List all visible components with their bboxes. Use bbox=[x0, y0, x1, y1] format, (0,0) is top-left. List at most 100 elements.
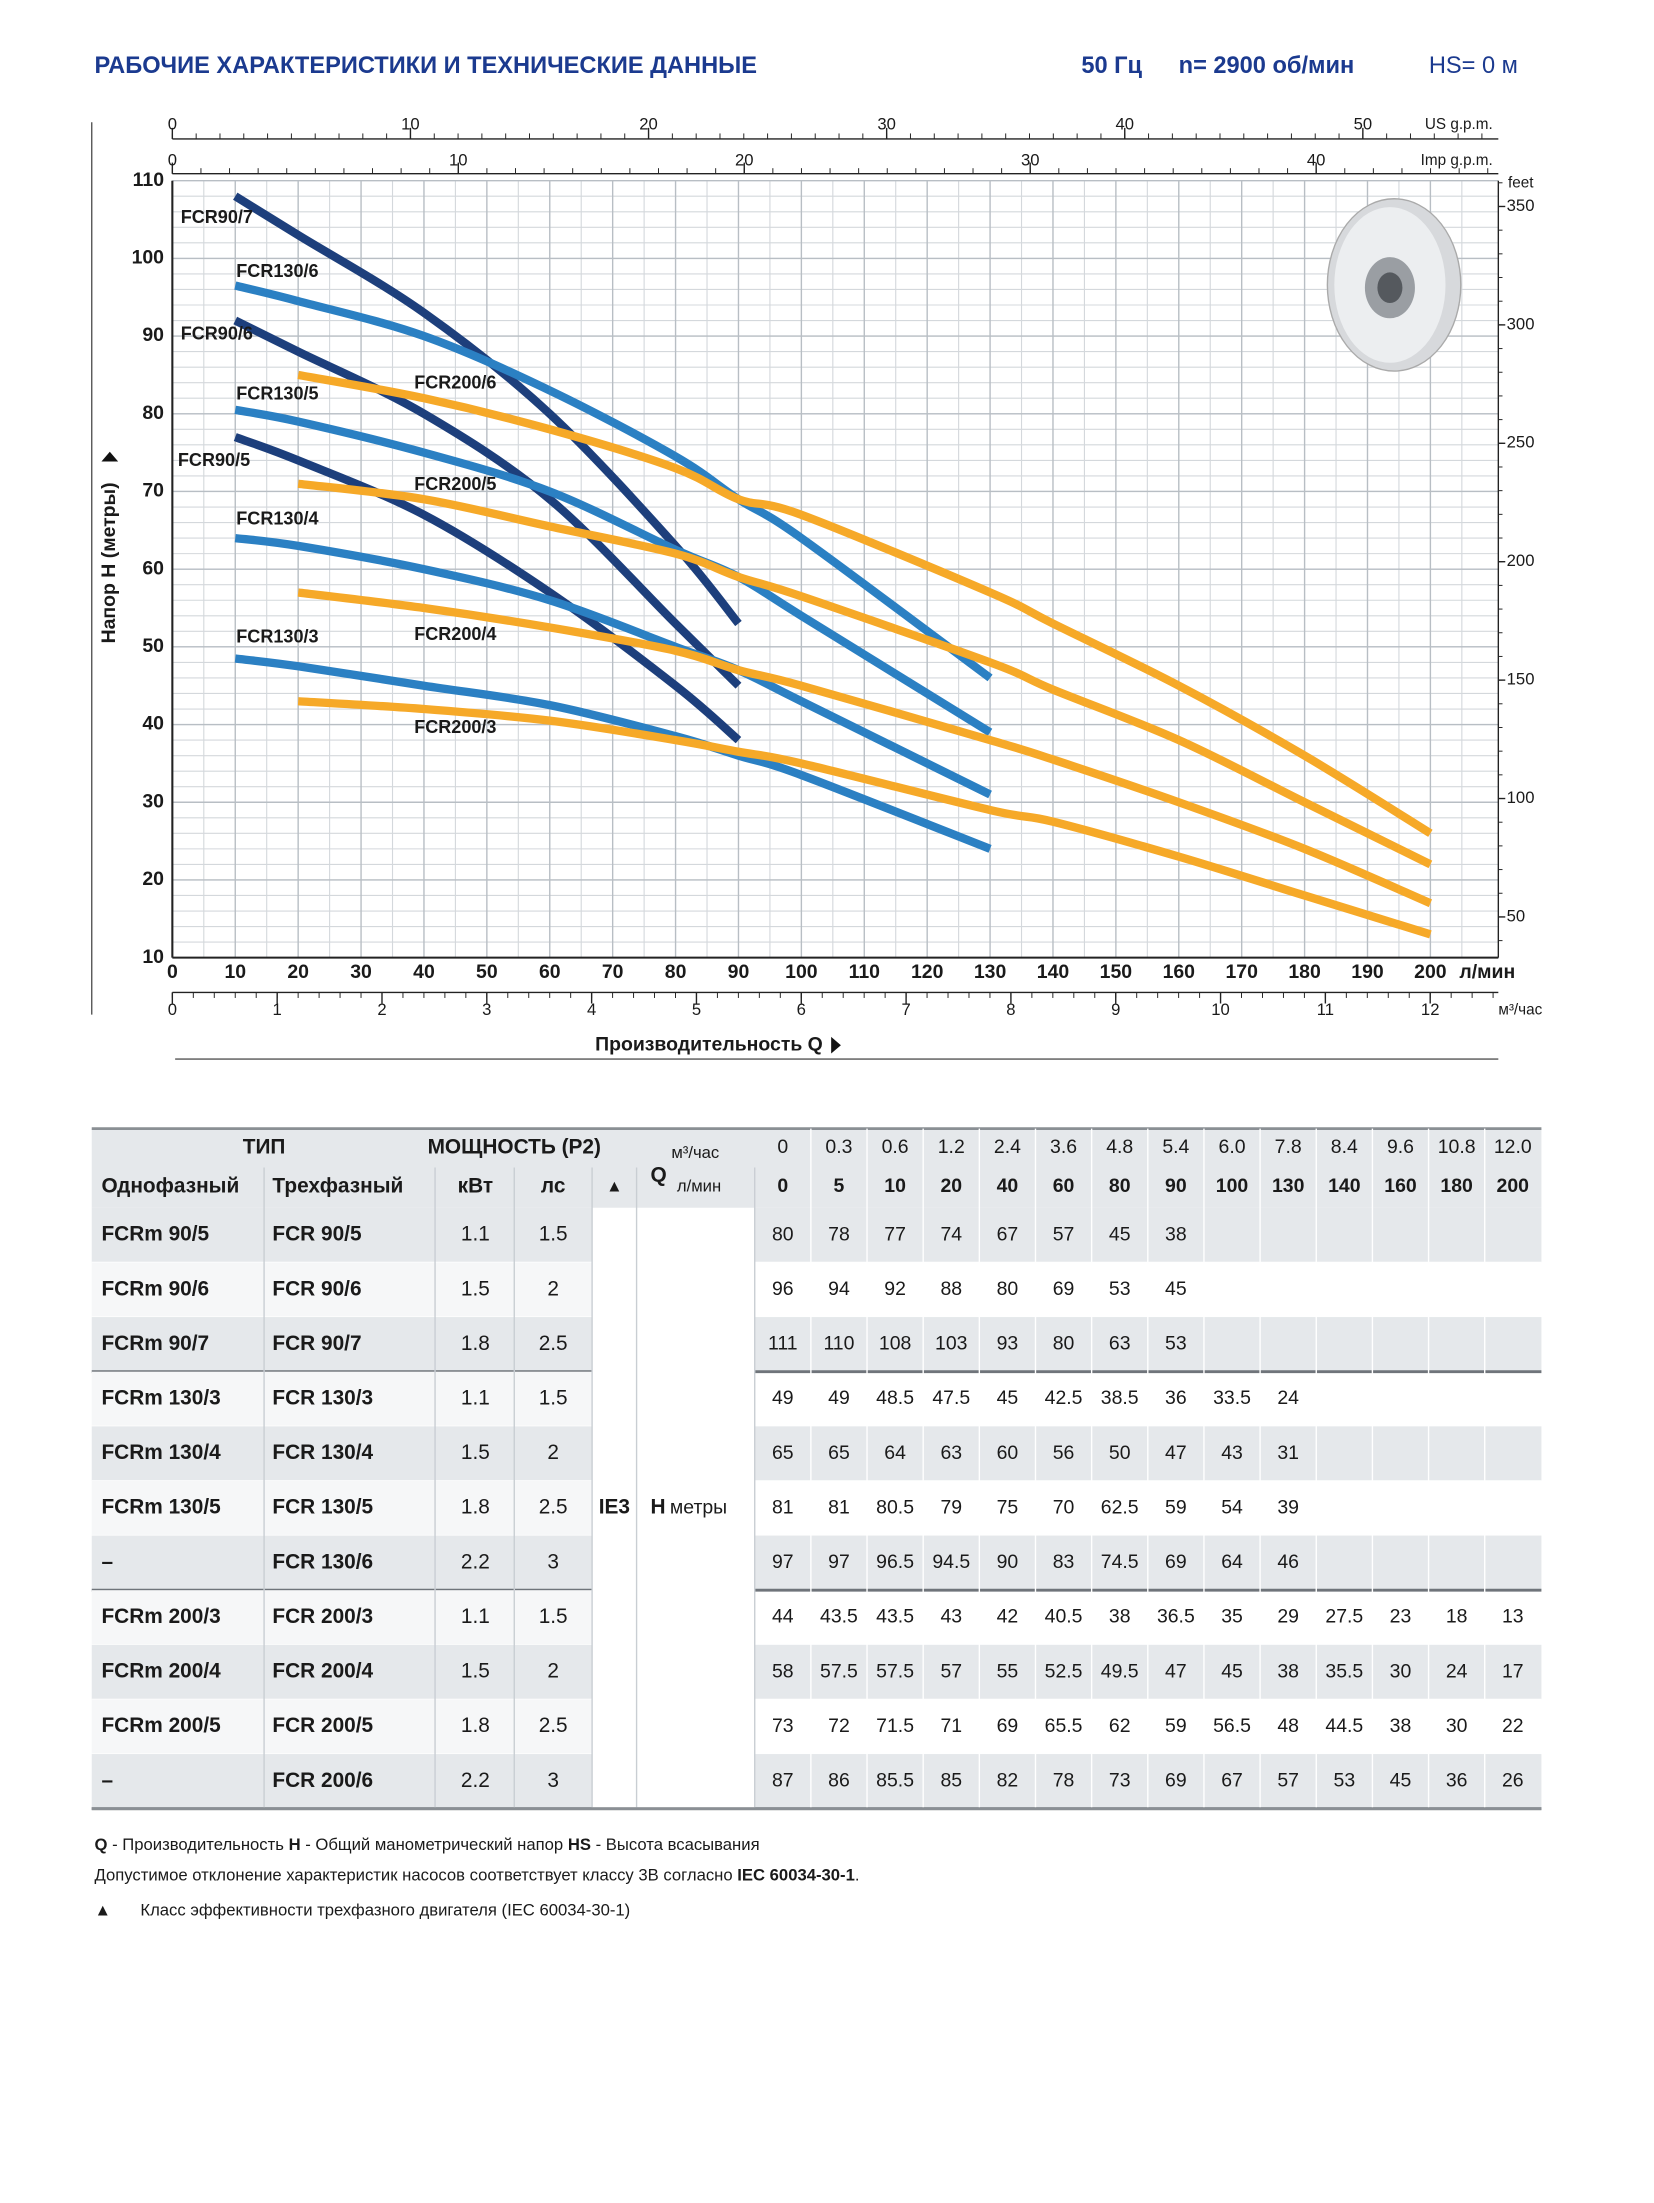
curve-label: FCR130/6 bbox=[236, 261, 318, 281]
head-value: 43.5 bbox=[876, 1606, 914, 1628]
power-kw: 1.1 bbox=[461, 1387, 490, 1410]
flow-lmin: 80 bbox=[1109, 1175, 1131, 1197]
single-phase-model: FCRm 200/5 bbox=[101, 1714, 220, 1737]
header: м³/час bbox=[671, 1143, 719, 1162]
note-text: . bbox=[855, 1866, 860, 1885]
three-phase-model: FCR 200/6 bbox=[272, 1769, 373, 1792]
head-value: 92 bbox=[884, 1278, 906, 1300]
head-value: 65.5 bbox=[1045, 1715, 1083, 1737]
x-tick-label: 200 bbox=[1414, 961, 1447, 983]
head-value: 94 bbox=[828, 1278, 850, 1300]
row-bg bbox=[91, 1317, 593, 1372]
flow-m3h: 4.8 bbox=[1106, 1136, 1133, 1158]
row-bg bbox=[91, 1699, 593, 1755]
power-kw: 1.5 bbox=[461, 1277, 490, 1300]
y-axis-label: Напор H (метры) bbox=[98, 482, 120, 643]
pump-curve bbox=[234, 654, 992, 853]
head-value: 38 bbox=[1109, 1606, 1131, 1628]
three-phase-model: FCR 90/6 bbox=[272, 1277, 361, 1300]
head-value: 43 bbox=[1221, 1442, 1243, 1464]
header: лс bbox=[541, 1174, 566, 1197]
secondary-tick-label: 6 bbox=[797, 1000, 806, 1019]
head-value: 31 bbox=[1277, 1442, 1299, 1464]
note-text: - Производительность bbox=[107, 1835, 288, 1854]
note-text: - Высота всасывания bbox=[591, 1835, 760, 1854]
head-value: 85.5 bbox=[876, 1770, 914, 1792]
head-value: 88 bbox=[940, 1278, 962, 1300]
flow-lmin: 10 bbox=[884, 1175, 906, 1197]
head-value: 35 bbox=[1221, 1606, 1243, 1628]
power-hp: 1.5 bbox=[539, 1223, 568, 1246]
secondary-tick-label: 40 bbox=[1115, 114, 1134, 133]
power-hp: 1.5 bbox=[539, 1605, 568, 1628]
frequency: 50 Гц bbox=[1081, 53, 1142, 79]
head-value: 67 bbox=[1221, 1770, 1243, 1792]
flow-m3h: 5.4 bbox=[1162, 1136, 1189, 1158]
head-value: 67 bbox=[997, 1223, 1019, 1245]
y2-tick-label: 200 bbox=[1507, 551, 1535, 570]
head-value: 39 bbox=[1277, 1496, 1299, 1518]
head-value: 64 bbox=[1221, 1551, 1243, 1573]
x-tick-label: 100 bbox=[785, 961, 818, 983]
head-value: 55 bbox=[997, 1660, 1019, 1682]
curve-label: FCR90/7 bbox=[181, 207, 253, 227]
three-phase-model: FCR 130/5 bbox=[272, 1496, 373, 1519]
head-value: 74 bbox=[940, 1223, 962, 1245]
pump-curve bbox=[297, 370, 1433, 837]
head-value: 17 bbox=[1502, 1660, 1524, 1682]
secondary-tick-label: 50 bbox=[1354, 114, 1373, 133]
curve-label: FCR90/5 bbox=[178, 450, 250, 470]
x-tick-label: 90 bbox=[728, 961, 750, 983]
head-value: 43.5 bbox=[820, 1606, 858, 1628]
y-tick-label: 70 bbox=[142, 480, 164, 502]
single-phase-model: FCRm 200/4 bbox=[101, 1660, 221, 1683]
head-value: 94.5 bbox=[932, 1551, 970, 1573]
head-value: 83 bbox=[1053, 1551, 1075, 1573]
head-value: 86 bbox=[828, 1770, 850, 1792]
x-tick-label: 110 bbox=[849, 961, 881, 983]
head-value: 57.5 bbox=[820, 1660, 858, 1682]
head-value: 36 bbox=[1165, 1387, 1187, 1409]
head-value: 45 bbox=[1165, 1278, 1187, 1300]
secondary-axis-label: Imp g.p.m. bbox=[1421, 152, 1493, 169]
curve-label: FCR200/6 bbox=[414, 372, 496, 392]
power-kw: 2.2 bbox=[461, 1769, 490, 1792]
head-value: 56 bbox=[1053, 1442, 1075, 1464]
axis-arrow bbox=[101, 451, 119, 462]
head-value: 52.5 bbox=[1045, 1660, 1083, 1682]
power-kw: 1.8 bbox=[461, 1714, 490, 1737]
secondary-tick-label: 30 bbox=[877, 114, 896, 133]
head-value: 48 bbox=[1277, 1715, 1299, 1737]
secondary-tick-label: 40 bbox=[1307, 151, 1326, 170]
head-value: 79 bbox=[940, 1496, 962, 1518]
x-unit-label: л/мин bbox=[1459, 961, 1515, 983]
head-value: 26 bbox=[1502, 1770, 1524, 1792]
x-tick-label: 160 bbox=[1163, 961, 1196, 983]
flow-m3h: 0.6 bbox=[882, 1136, 909, 1158]
head-value: 57.5 bbox=[876, 1660, 914, 1682]
head-value: 40.5 bbox=[1045, 1606, 1083, 1628]
head-value: 54 bbox=[1221, 1496, 1243, 1518]
head-value: 57 bbox=[1053, 1223, 1075, 1245]
secondary-tick-label: 0 bbox=[168, 114, 177, 133]
y-tick-label: 80 bbox=[142, 402, 164, 424]
three-phase-model: FCR 90/5 bbox=[272, 1223, 361, 1246]
y-tick-label: 100 bbox=[132, 247, 165, 269]
head-value: 30 bbox=[1446, 1715, 1468, 1737]
flow-m3h: 8.4 bbox=[1331, 1136, 1358, 1158]
row-bg bbox=[91, 1371, 593, 1427]
head-value: 63 bbox=[940, 1442, 962, 1464]
y-tick-label: 50 bbox=[142, 635, 164, 657]
head-value: 62.5 bbox=[1101, 1496, 1139, 1518]
head-value: 80 bbox=[1053, 1333, 1075, 1355]
flow-m3h: 12.0 bbox=[1494, 1136, 1532, 1158]
row-bg bbox=[91, 1480, 593, 1536]
x-tick-label: 60 bbox=[539, 961, 561, 983]
head-value: 60 bbox=[997, 1442, 1019, 1464]
flow-m3h: 10.8 bbox=[1438, 1136, 1476, 1158]
secondary-tick-label: 30 bbox=[1021, 151, 1040, 170]
head-value: 45 bbox=[1390, 1770, 1412, 1792]
head-value: 48.5 bbox=[876, 1387, 914, 1409]
head-value: 80 bbox=[997, 1278, 1019, 1300]
head-value: 75 bbox=[997, 1496, 1019, 1518]
